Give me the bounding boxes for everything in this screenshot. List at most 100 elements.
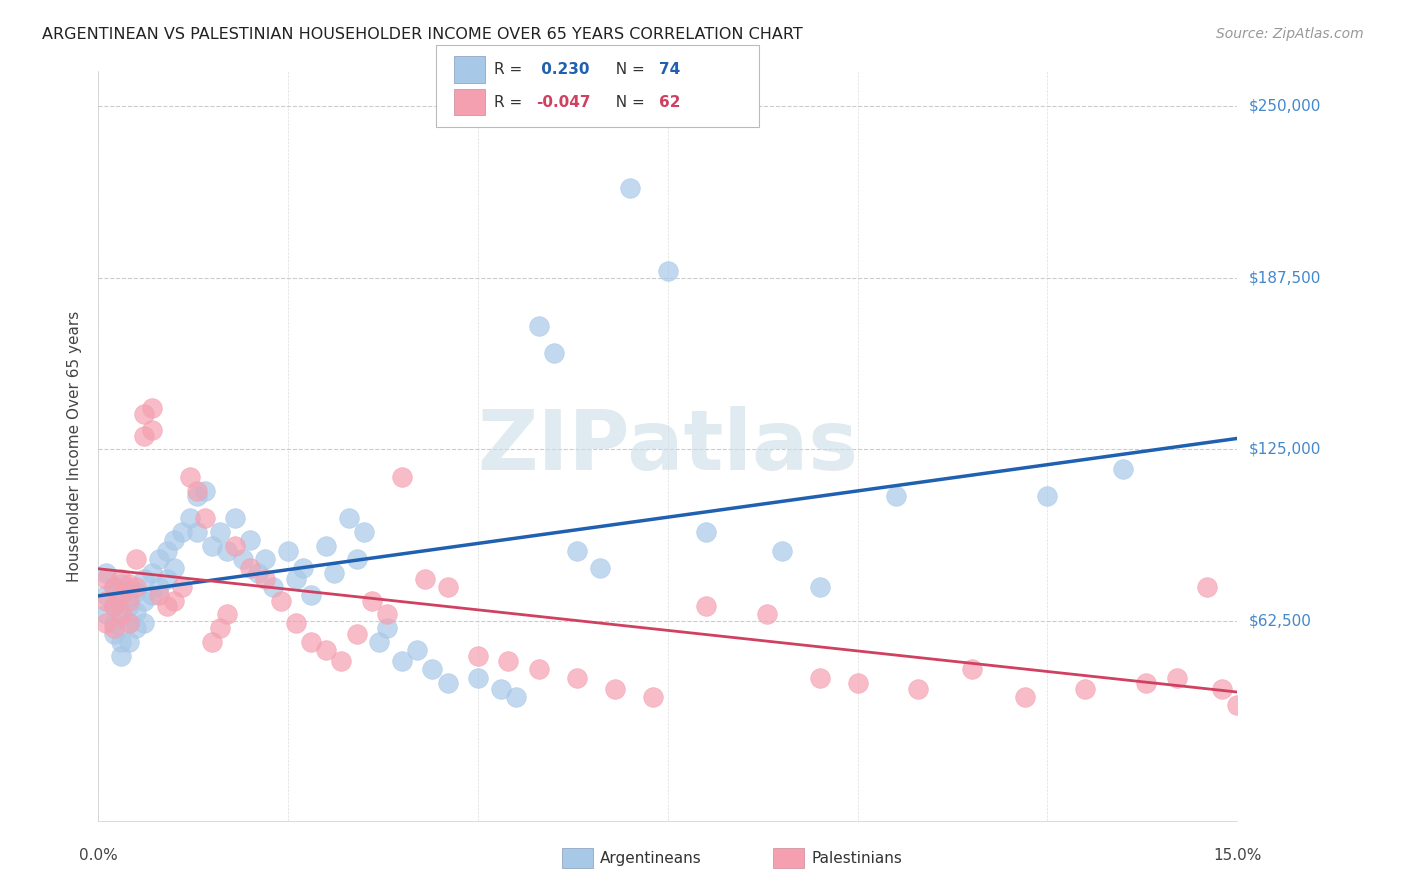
Point (391, 654, 413, 668)
Text: R =: R = (494, 62, 527, 77)
Point (141, 588, 163, 602)
Point (163, 593, 186, 607)
Point (1135, 676, 1157, 690)
Point (118, 635, 141, 649)
Point (498, 654, 520, 668)
Point (163, 533, 186, 548)
Point (103, 580, 125, 594)
Point (1226, 698, 1249, 713)
Y-axis label: Householder Income Over 65 years: Householder Income Over 65 years (67, 310, 83, 582)
Point (110, 610, 132, 624)
Point (148, 552, 170, 566)
Point (103, 599, 125, 614)
Point (179, 470, 201, 484)
Point (132, 593, 155, 607)
Point (603, 681, 626, 696)
Text: R =: R = (494, 95, 527, 110)
Point (163, 560, 186, 574)
Point (239, 560, 262, 574)
Text: ZIPatlas: ZIPatlas (478, 406, 858, 486)
Point (907, 681, 929, 696)
Point (232, 552, 254, 566)
Point (217, 544, 239, 558)
Point (208, 524, 231, 539)
Point (125, 580, 148, 594)
Point (224, 539, 246, 553)
Text: N =: N = (606, 95, 650, 110)
Point (110, 572, 132, 586)
Point (94, 593, 117, 607)
Point (505, 690, 527, 704)
Point (1195, 580, 1218, 594)
Point (141, 423, 163, 437)
Point (254, 572, 277, 586)
Point (194, 511, 217, 525)
Point (353, 524, 375, 539)
Text: Argentineans: Argentineans (600, 851, 702, 865)
Text: 74: 74 (659, 62, 681, 77)
Point (565, 671, 588, 685)
Point (315, 539, 337, 553)
Text: N =: N = (606, 62, 650, 77)
Point (808, 580, 831, 594)
Point (346, 552, 368, 566)
Point (422, 662, 444, 676)
Point (110, 593, 132, 607)
Text: $250,000: $250,000 (1249, 98, 1320, 113)
Point (527, 662, 550, 676)
Point (254, 552, 277, 566)
Point (1074, 681, 1097, 696)
Point (770, 544, 793, 558)
Point (224, 511, 246, 525)
Point (103, 626, 125, 640)
Point (315, 643, 337, 657)
Point (284, 615, 307, 630)
Point (110, 635, 132, 649)
Point (118, 582, 141, 597)
Point (277, 544, 299, 558)
Point (695, 524, 717, 539)
Point (284, 572, 307, 586)
Point (194, 483, 217, 498)
Point (467, 648, 489, 663)
Point (201, 635, 224, 649)
Point (170, 524, 193, 539)
Point (156, 544, 179, 558)
Text: $62,500: $62,500 (1249, 614, 1312, 629)
Point (141, 566, 163, 581)
Point (270, 593, 292, 607)
Point (543, 346, 565, 360)
Point (94, 566, 117, 581)
Point (960, 662, 983, 676)
Point (299, 635, 322, 649)
Point (103, 621, 125, 635)
Point (217, 607, 239, 622)
Point (125, 621, 148, 635)
Point (360, 593, 382, 607)
Point (186, 524, 208, 539)
Point (527, 318, 550, 333)
Point (246, 566, 269, 581)
Text: -0.047: -0.047 (536, 95, 591, 110)
Point (94, 572, 117, 586)
Point (413, 572, 436, 586)
Point (118, 615, 141, 630)
Point (846, 676, 869, 690)
Text: 15.0%: 15.0% (1213, 848, 1261, 863)
Point (156, 572, 179, 586)
Point (884, 489, 907, 503)
Text: 0.230: 0.230 (536, 62, 589, 77)
Point (808, 671, 831, 685)
Point (186, 483, 208, 498)
Point (1211, 681, 1233, 696)
Text: Palestinians: Palestinians (811, 851, 903, 865)
Point (148, 580, 170, 594)
Point (299, 588, 322, 602)
Point (436, 580, 458, 594)
Point (125, 585, 148, 599)
Point (368, 635, 391, 649)
Point (565, 544, 588, 558)
Point (186, 489, 208, 503)
Point (132, 615, 155, 630)
Point (118, 593, 141, 607)
